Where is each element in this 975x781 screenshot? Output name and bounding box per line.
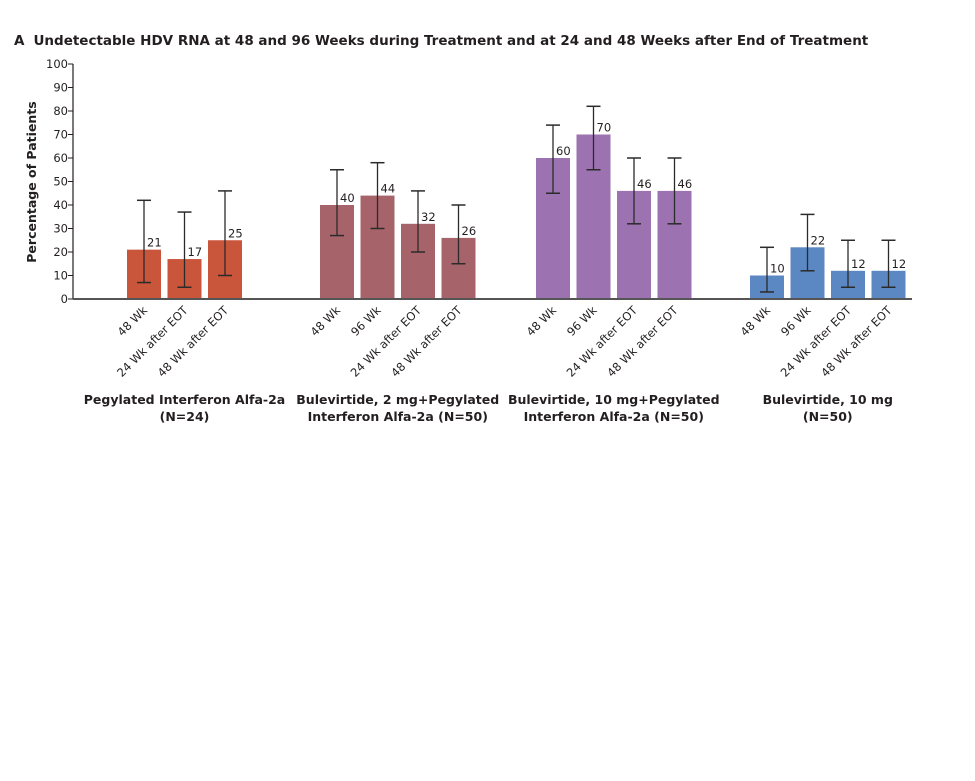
bar-group: 40 48 Wk 44 96 Wk 32 24 Wk after EOT 26 48 Wk a… xyxy=(296,161,499,424)
group-label: Bulevirtide, 10 mg+Pegylated xyxy=(508,392,720,407)
bar-group: 21 48 Wk 17 24 Wk after EOT 25 48 Wk after EO… xyxy=(84,190,285,424)
x-tick-label: 96 Wk xyxy=(564,303,600,339)
group-label: Bulevirtide, 2 mg+Pegylated xyxy=(296,392,499,407)
data-label: 21 xyxy=(147,236,162,250)
data-label: 40 xyxy=(340,191,355,205)
bars-layer: 21 48 Wk 17 24 Wk after EOT 25 48 Wk after EO… xyxy=(84,105,907,424)
x-tick-label: 48 Wk after EOT xyxy=(818,303,895,380)
x-tick-label: 24 Wk after EOT xyxy=(778,303,855,380)
x-tick-label: 96 Wk xyxy=(778,303,814,339)
data-label: 46 xyxy=(678,177,693,191)
y-tick-label: 20 xyxy=(53,245,68,259)
data-label: 22 xyxy=(811,233,826,247)
data-label: 25 xyxy=(228,226,243,240)
data-label: 10 xyxy=(770,262,785,276)
y-tick-label: 90 xyxy=(53,81,68,95)
data-label: 46 xyxy=(637,177,652,191)
data-label: 17 xyxy=(188,245,203,259)
y-tick-label: 80 xyxy=(53,104,68,118)
data-label: 32 xyxy=(421,210,436,224)
x-tick-label: 24 Wk after EOT xyxy=(114,303,191,380)
x-tick-label: 48 Wk xyxy=(115,303,151,339)
x-tick-label: 48 Wk after EOT xyxy=(388,303,465,380)
bar-group: 10 48 Wk 22 96 Wk 12 24 Wk after EOT 12 48 Wk a… xyxy=(738,213,907,424)
group-label: Interferon Alfa-2a (N=50) xyxy=(524,409,704,424)
data-label: 44 xyxy=(381,182,396,196)
group-label: Interferon Alfa-2a (N=50) xyxy=(308,409,488,424)
x-tick-label: 48 Wk xyxy=(524,303,560,339)
x-tick-label: 48 Wk after EOT xyxy=(155,303,232,380)
x-tick-label: 48 Wk xyxy=(308,303,344,339)
y-tick-label: 100 xyxy=(46,57,68,71)
data-label: 12 xyxy=(892,257,907,271)
data-label: 26 xyxy=(462,224,477,238)
y-tick-label: 10 xyxy=(53,269,68,283)
chart-title-text: Undetectable HDV RNA at 48 and 96 Weeks … xyxy=(33,33,869,49)
y-tick-label: 40 xyxy=(53,198,68,212)
group-label: Bulevirtide, 10 mg xyxy=(763,392,893,407)
y-tick-label: 50 xyxy=(53,175,68,189)
data-label: 12 xyxy=(851,257,866,271)
data-label: 70 xyxy=(597,121,612,135)
group-label: (N=50) xyxy=(803,409,853,424)
y-axis: 0 10 20 30 40 50 60 70 80 90 100 xyxy=(46,57,74,306)
x-tick-label: 24 Wk after EOT xyxy=(564,303,641,380)
x-tick-label: 48 Wk after EOT xyxy=(604,303,681,380)
group-label: Pegylated Interferon Alfa-2a xyxy=(84,392,285,407)
y-tick-label: 0 xyxy=(61,292,68,306)
x-tick-label: 24 Wk after EOT xyxy=(348,303,425,380)
y-tick-label: 60 xyxy=(53,151,68,165)
data-label: 60 xyxy=(556,144,571,158)
x-tick-label: 96 Wk xyxy=(348,303,384,339)
y-tick-label: 30 xyxy=(53,222,68,236)
y-tick-label: 70 xyxy=(53,128,68,142)
chart-title: A Undetectable HDV RNA at 48 and 96 Weeks… xyxy=(14,33,868,49)
y-axis-label: Percentage of Patients xyxy=(24,101,39,262)
bar-group: 60 48 Wk 70 96 Wk 46 24 Wk after EOT 46 48 Wk a… xyxy=(508,105,720,424)
x-tick-label: 48 Wk xyxy=(738,303,774,339)
group-label: (N=24) xyxy=(160,409,210,424)
panel-letter: A xyxy=(14,33,25,49)
